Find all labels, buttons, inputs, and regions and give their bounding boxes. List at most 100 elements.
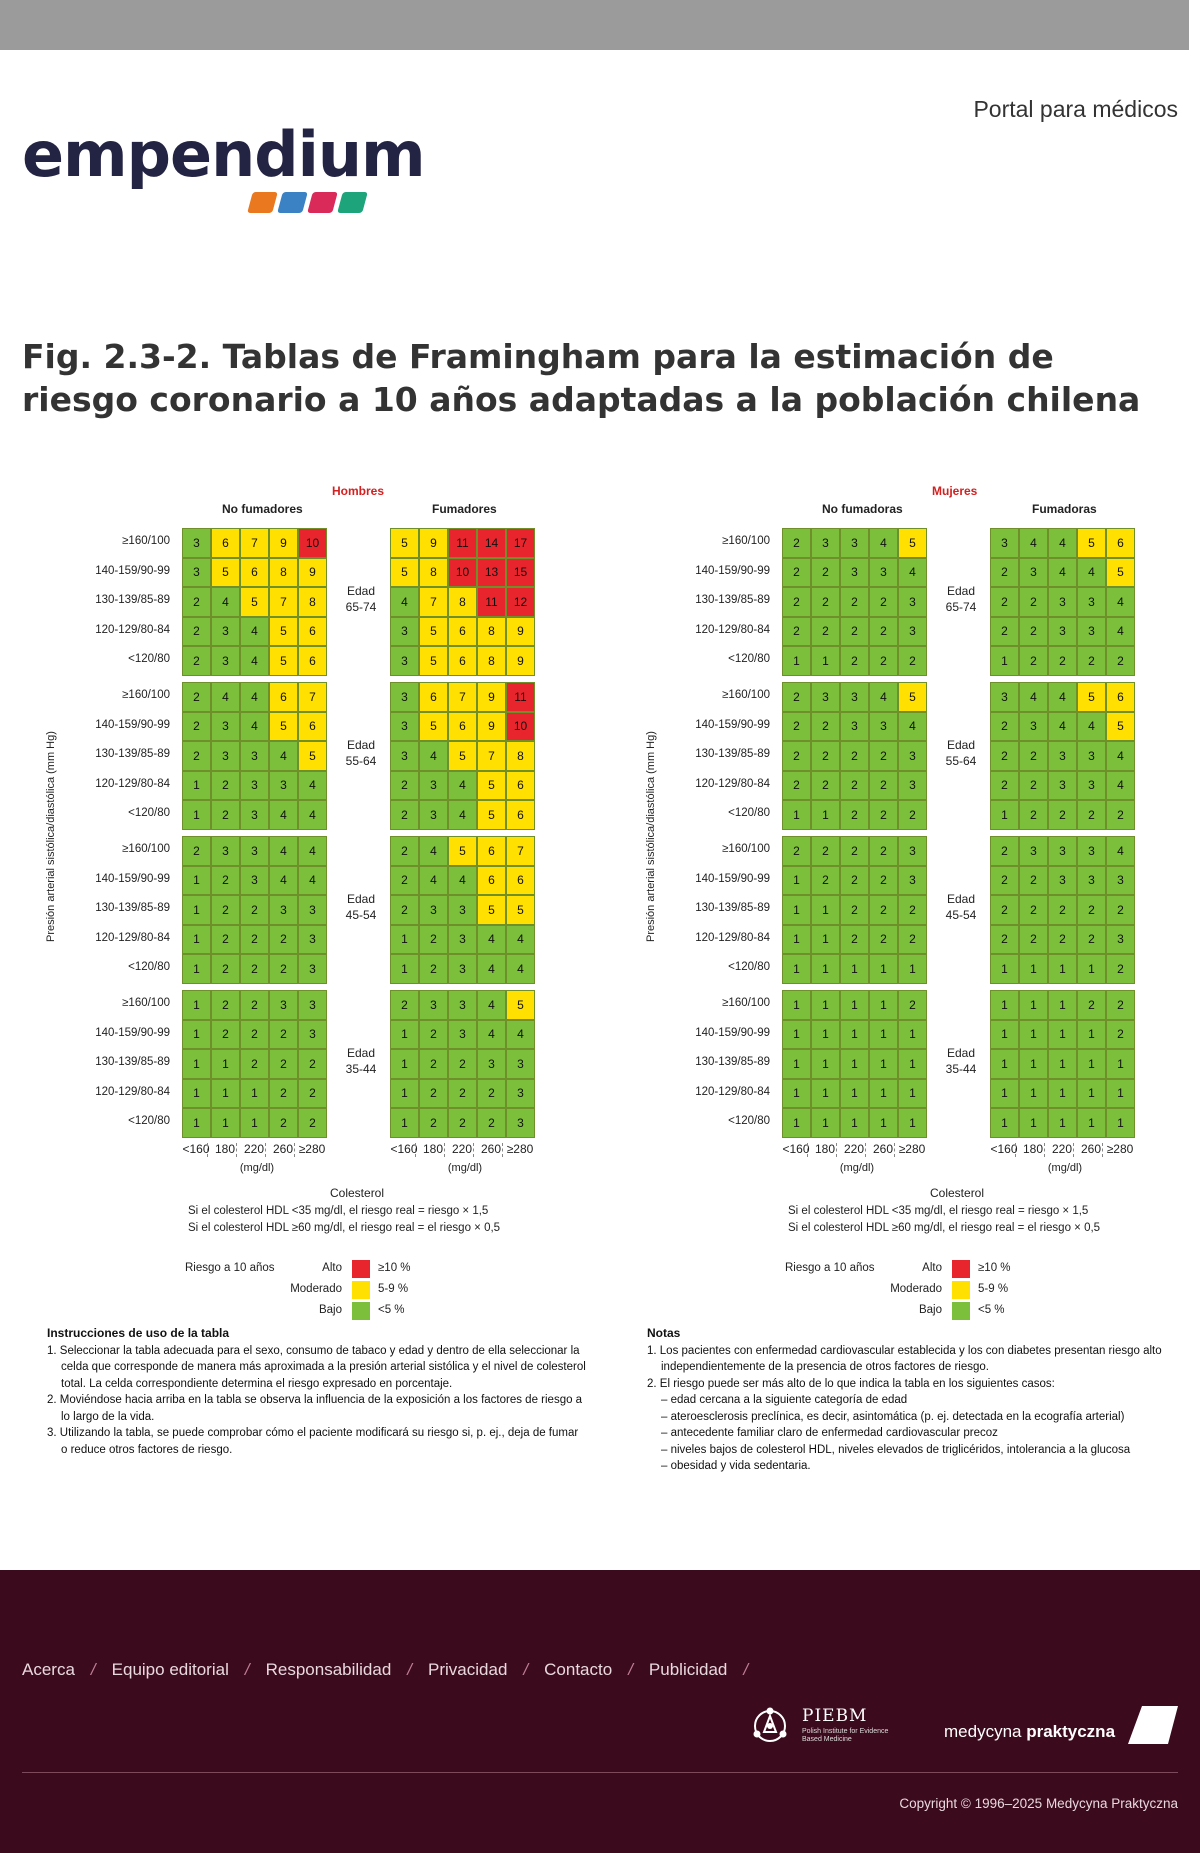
risk-cell: 3 xyxy=(840,557,869,587)
footer-link-equipo-editorial[interactable]: Equipo editorial xyxy=(111,1660,229,1679)
risk-cell: 5 xyxy=(390,557,419,587)
risk-cell: 3 xyxy=(1077,741,1106,771)
risk-cell: 1 xyxy=(182,1078,211,1108)
risk-cell: 1 xyxy=(811,1108,840,1138)
tick-separator xyxy=(894,1143,895,1157)
footer-link-responsabilidad[interactable]: Responsabilidad xyxy=(265,1660,392,1679)
risk-cell: 2 xyxy=(240,895,269,925)
risk-cell: 2 xyxy=(182,587,211,617)
hdl-note: Si el colesterol HDL ≥60 mg/dl, el riesg… xyxy=(788,1222,1101,1234)
medycyna-praktyczna-logo[interactable]: medycyna praktyczna xyxy=(944,1706,1178,1746)
age-band-range: 45-54 xyxy=(345,908,377,922)
risk-cell: 2 xyxy=(990,557,1019,587)
risk-cell: 2 xyxy=(869,770,898,800)
footer-link-contacto[interactable]: Contacto xyxy=(544,1660,613,1679)
risk-cell: 2 xyxy=(390,865,419,895)
risk-cell: 3 xyxy=(506,1078,535,1108)
risk-cell: 5 xyxy=(269,646,298,676)
footer-link-acerca[interactable]: Acerca xyxy=(22,1660,75,1679)
risk-cell: 1 xyxy=(182,1108,211,1138)
risk-cell: 4 xyxy=(477,1019,506,1049)
tick-separator xyxy=(444,1143,445,1157)
risk-cell: 2 xyxy=(990,587,1019,617)
risk-cell: 2 xyxy=(182,682,211,712)
risk-cell: 5 xyxy=(1077,682,1106,712)
risk-cell: 5 xyxy=(506,990,535,1020)
footer-link-publicidad[interactable]: Publicidad xyxy=(648,1660,728,1679)
legend-swatch xyxy=(952,1260,970,1278)
risk-cell: 4 xyxy=(298,836,327,866)
risk-cell: 5 xyxy=(1106,711,1135,741)
risk-cell: 1 xyxy=(990,646,1019,676)
risk-cell: 3 xyxy=(898,770,927,800)
risk-cell: 1 xyxy=(811,924,840,954)
tick-separator xyxy=(1015,1143,1016,1157)
bp-row-label: ≥160/100 xyxy=(122,689,170,701)
risk-cell: 1 xyxy=(782,865,811,895)
footer-link-privacidad[interactable]: Privacidad xyxy=(428,1660,508,1679)
risk-cell: 2 xyxy=(419,1108,448,1138)
risk-cell: 2 xyxy=(990,865,1019,895)
risk-cell: 5 xyxy=(506,895,535,925)
risk-cell: 2 xyxy=(840,924,869,954)
portal-link[interactable]: Portal para médicos xyxy=(973,96,1178,122)
risk-cell: 1 xyxy=(869,1108,898,1138)
risk-cell: 2 xyxy=(1019,587,1048,617)
risk-cell: 4 xyxy=(419,865,448,895)
risk-cell: 3 xyxy=(1077,616,1106,646)
risk-cell: 7 xyxy=(477,741,506,771)
age-band-word: Edad xyxy=(946,892,976,906)
risk-cell: 3 xyxy=(869,557,898,587)
risk-cell: 9 xyxy=(506,646,535,676)
risk-cell: 12 xyxy=(506,587,535,617)
risk-cell: 2 xyxy=(211,990,240,1020)
piebm-logo[interactable]: PIEBM Polish Institute for Evidence Base… xyxy=(748,1704,908,1748)
risk-cell: 3 xyxy=(1106,865,1135,895)
risk-cell: 2 xyxy=(390,770,419,800)
risk-cell: 3 xyxy=(1077,836,1106,866)
top-bar xyxy=(0,0,1189,50)
risk-cell: 2 xyxy=(898,924,927,954)
risk-cell: 3 xyxy=(182,528,211,558)
mp-logo-bold: praktyczna xyxy=(1026,1722,1116,1741)
risk-cell: 4 xyxy=(1106,741,1135,771)
risk-cell: 2 xyxy=(840,587,869,617)
risk-cell: 4 xyxy=(1106,616,1135,646)
risk-cell: 3 xyxy=(240,836,269,866)
risk-cell: 1 xyxy=(1048,1049,1077,1079)
x-axis-title: Colesterol xyxy=(930,1186,985,1200)
footer-nav-separator: / xyxy=(628,1660,633,1679)
risk-cell: 3 xyxy=(390,616,419,646)
risk-cell: 2 xyxy=(869,865,898,895)
risk-cell: 1 xyxy=(1048,990,1077,1020)
empendium-logo[interactable]: empendium xyxy=(22,120,426,220)
risk-cell: 4 xyxy=(477,990,506,1020)
age-band-label: Edad 65-74 xyxy=(336,583,386,615)
risk-cell: 2 xyxy=(448,1049,477,1079)
risk-cell: 3 xyxy=(1048,865,1077,895)
bp-row-label: <120/80 xyxy=(128,807,170,819)
risk-cell: 2 xyxy=(869,924,898,954)
risk-cell: 5 xyxy=(419,646,448,676)
risk-cell: 2 xyxy=(782,770,811,800)
hdl-note: Si el colesterol HDL ≥60 mg/dl, el riesg… xyxy=(188,1222,501,1234)
risk-cell: 1 xyxy=(811,954,840,984)
risk-cell: 2 xyxy=(419,924,448,954)
risk-cell: 4 xyxy=(869,682,898,712)
risk-cell: 3 xyxy=(269,770,298,800)
cholesterol-tick: <160 xyxy=(182,1142,210,1156)
bp-row-label: ≥160/100 xyxy=(722,997,770,1009)
figure-caption: Tablas de Framingham para la estimación … xyxy=(22,337,1141,419)
risk-cell: 2 xyxy=(390,895,419,925)
cholesterol-tick: 260 xyxy=(480,1142,502,1156)
risk-cell: 6 xyxy=(477,836,506,866)
bp-row-label: <120/80 xyxy=(728,653,770,665)
risk-cell: 2 xyxy=(782,682,811,712)
legend-swatch xyxy=(352,1281,370,1299)
risk-cell: 1 xyxy=(1077,1108,1106,1138)
tick-separator xyxy=(1073,1143,1074,1157)
risk-cell: 4 xyxy=(477,924,506,954)
framingham-table-women: Mujeres No fumadoras Fumadoras Presión arte… xyxy=(640,478,1200,1508)
risk-cell: 1 xyxy=(1019,1049,1048,1079)
bp-row-label: 140-159/90-99 xyxy=(695,1026,770,1039)
